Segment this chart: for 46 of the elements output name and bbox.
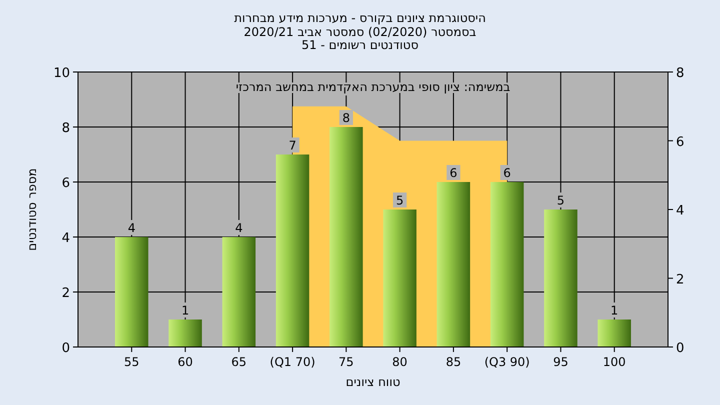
bar (330, 127, 363, 347)
bar (544, 210, 578, 347)
data-label: 4 (235, 221, 243, 235)
chart-title: היסטוגרמת ציונים בקורס - מערכות מידע מבחרות (234, 11, 486, 25)
bar (222, 237, 256, 347)
y2-tick-label: 4 (676, 204, 684, 218)
bar (383, 210, 416, 347)
y-tick-label: 6 (62, 176, 70, 191)
data-label: 4 (128, 221, 136, 235)
data-label: 6 (503, 166, 511, 180)
y2-tick-label: 8 (676, 66, 684, 81)
y2-tick-label: 6 (676, 134, 684, 150)
x-tick-label: (Q3 90) (484, 355, 530, 369)
x-tick-label: 75 (338, 355, 354, 369)
data-label: 6 (450, 166, 458, 180)
x-tick-label: 65 (231, 355, 247, 369)
bar (276, 154, 310, 347)
bar (598, 320, 631, 347)
y-tick-label: 0 (62, 341, 70, 356)
data-label: 8 (342, 111, 350, 125)
y2-tick-label: 0 (676, 341, 684, 356)
y-tick-label: 8 (62, 121, 70, 136)
bar (436, 182, 470, 347)
y-tick-label: 2 (62, 286, 70, 301)
bar (115, 237, 148, 347)
x-tick-label: (Q1 70) (270, 355, 316, 369)
y-tick-label: 4 (62, 231, 70, 246)
y2-tick-label: 2 (676, 272, 684, 288)
text: סטודנטים רשומים - 51 (301, 38, 419, 52)
x-tick-label: 60 (178, 355, 193, 369)
bar (168, 320, 202, 347)
x-tick-label: 95 (553, 355, 568, 369)
data-label: 1 (181, 304, 190, 318)
text: בסמסטר (02/2020) סמסטר אביב 2020/21 (244, 25, 476, 39)
data-label: 7 (288, 138, 296, 152)
x-tick-label: 80 (392, 355, 408, 369)
x-tick-label: 85 (446, 355, 462, 369)
y-tick-label: 10 (53, 66, 70, 81)
data-label: 5 (396, 194, 404, 208)
y-axis-title: מספר סטודנטים (25, 168, 39, 251)
data-label: 5 (556, 194, 565, 208)
data-label: 1 (610, 304, 618, 318)
bar (490, 182, 524, 347)
x-tick-label: 100 (602, 355, 626, 369)
x-tick-label: 55 (124, 355, 140, 369)
x-axis-title: טווח ציונים (346, 375, 400, 389)
